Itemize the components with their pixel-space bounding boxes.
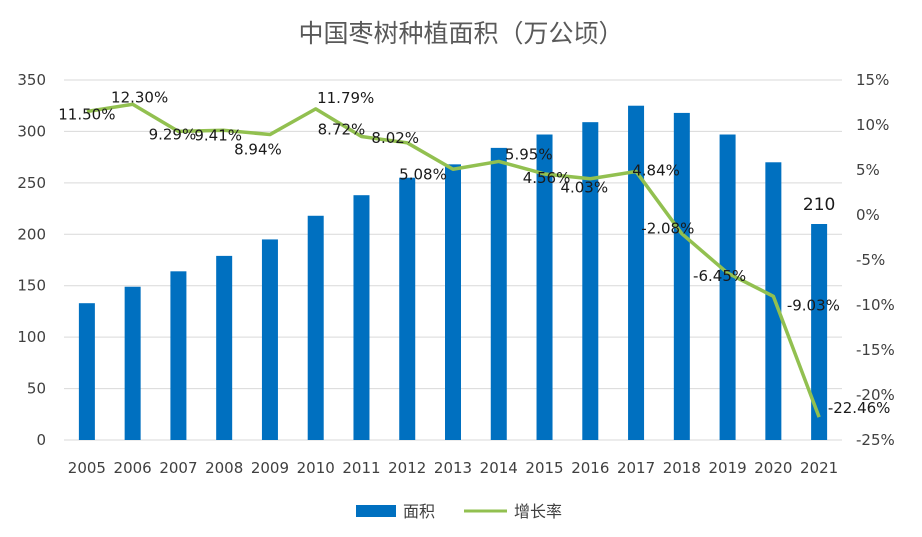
bar <box>582 122 599 441</box>
data-labels: 210 11.50%12.30% 9.29%9.41%8.94% 11.79% 8.72… <box>58 88 890 417</box>
line-data-label: 9.29% <box>149 125 197 143</box>
line-data-label: 4.84% <box>632 161 680 179</box>
x-tick-label: 2010 <box>297 459 335 477</box>
bar <box>124 286 141 440</box>
bar <box>811 224 828 440</box>
x-tick-label: 2005 <box>68 459 106 477</box>
y-left-tick-label: 300 <box>17 122 46 140</box>
y-right-tick-label: 0% <box>856 206 880 224</box>
line-data-label: 8.94% <box>234 141 282 159</box>
bar <box>628 105 645 440</box>
x-tick-label: 2012 <box>388 459 426 477</box>
bar <box>353 195 370 440</box>
bar <box>445 164 461 441</box>
bar <box>170 271 187 440</box>
x-tick-label: 2020 <box>754 459 792 477</box>
line-data-label: 5.08% <box>399 165 447 183</box>
x-tick-label: 2014 <box>480 459 518 477</box>
x-tick-label: 2007 <box>159 459 197 477</box>
y-right-tick-label: -25% <box>856 431 895 449</box>
bar <box>719 134 736 440</box>
bar <box>536 134 553 440</box>
line-data-label: -22.46% <box>828 399 891 417</box>
y-right-tick-label: -5% <box>856 251 885 269</box>
chart-title: 中国枣树种植面积（万公顷） <box>298 19 623 48</box>
x-tick-label: 2019 <box>708 459 746 477</box>
line-data-label: -2.08% <box>641 220 694 238</box>
x-tick-label: 2009 <box>251 459 289 477</box>
x-tick-label: 2008 <box>205 459 243 477</box>
y-left-tick-label: 0 <box>36 431 46 449</box>
y-left-tick-label: 100 <box>17 328 46 346</box>
line-data-label: 4.03% <box>560 179 608 197</box>
bar <box>399 177 416 440</box>
x-axis: 2005 2006 2007 2008 2009 2010 2011 2012 2013 2014… <box>68 459 838 477</box>
line-data-label: 9.41% <box>194 126 242 144</box>
line-data-label: 11.50% <box>58 106 115 124</box>
x-tick-label: 2021 <box>800 459 838 477</box>
line-data-label: -9.03% <box>787 296 840 314</box>
bar <box>216 255 233 440</box>
y-left-tick-label: 200 <box>17 225 46 243</box>
x-tick-label: 2017 <box>617 459 655 477</box>
left-axis: 0 50 100 150 200 250 300 350 <box>17 71 46 449</box>
legend-label-area: 面积 <box>403 502 435 521</box>
y-left-tick-label: 50 <box>27 380 46 398</box>
y-right-tick-label: 15% <box>856 71 889 89</box>
line-data-label: -6.45% <box>693 267 746 285</box>
legend-label-growth: 增长率 <box>514 502 562 521</box>
y-right-tick-label: -15% <box>856 341 895 359</box>
y-right-tick-label: 10% <box>856 116 889 134</box>
x-tick-label: 2011 <box>342 459 380 477</box>
x-tick-label: 2006 <box>114 459 152 477</box>
bar <box>673 112 690 441</box>
y-right-tick-label: -20% <box>856 386 895 404</box>
y-left-tick-label: 350 <box>17 71 46 89</box>
bar <box>261 239 278 440</box>
x-tick-label: 2013 <box>434 459 472 477</box>
x-tick-label: 2018 <box>663 459 701 477</box>
bar-series <box>78 105 828 441</box>
x-tick-label: 2015 <box>525 459 563 477</box>
x-tick-label: 2016 <box>571 459 609 477</box>
bar-data-label: 210 <box>803 195 835 215</box>
line-data-label: 8.72% <box>318 121 366 139</box>
line-series <box>86 102 821 418</box>
y-right-tick-label: 5% <box>856 161 880 179</box>
bar <box>307 215 324 440</box>
legend: 面积 增长率 <box>356 502 562 521</box>
line-data-label: 12.30% <box>111 88 168 106</box>
y-left-tick-label: 250 <box>17 174 46 192</box>
line-data-label: 4.56% <box>523 169 571 187</box>
bar <box>490 147 507 440</box>
line-data-label: 11.79% <box>317 89 374 107</box>
line-data-label: 8.02% <box>371 129 419 147</box>
right-axis: -25% -20% -15% -10% -5% 0% 5% 10% 15% <box>856 71 895 449</box>
line-data-label: 5.95% <box>505 145 553 163</box>
y-left-tick-label: 150 <box>17 277 46 295</box>
legend-swatch-area <box>356 505 396 517</box>
y-right-tick-label: -10% <box>856 296 895 314</box>
bar <box>78 303 95 440</box>
growth-line <box>86 102 821 418</box>
